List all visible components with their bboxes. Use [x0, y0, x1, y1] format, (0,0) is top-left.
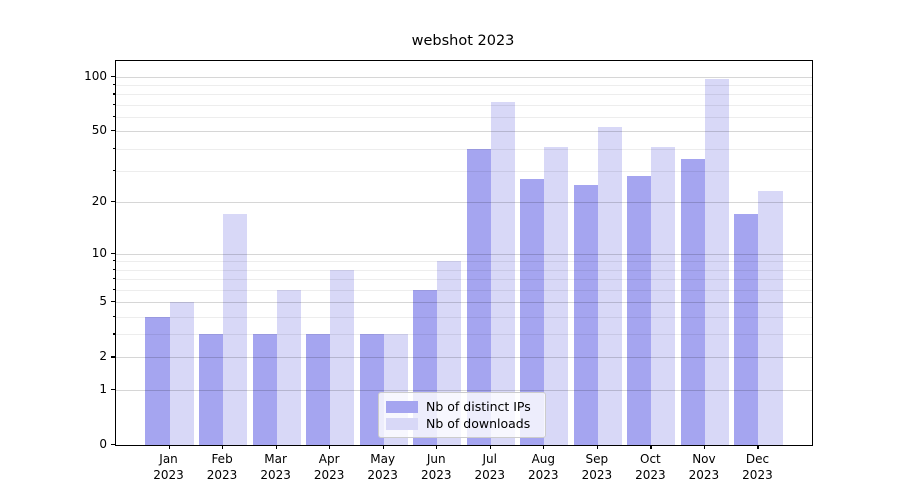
bar-downloads-feb: [223, 214, 248, 445]
bar-ips-apr: [306, 334, 331, 445]
minor-gridline-7: [116, 279, 812, 281]
legend-entry-ips: Nb of distinct IPs: [386, 398, 538, 415]
y-minortick-30: [112, 169, 115, 172]
minor-gridline-8: [116, 269, 812, 271]
major-gridline-1: [116, 389, 812, 391]
x-tick-oct: [650, 445, 652, 449]
x-tick-label-mar: Mar 2023: [260, 452, 291, 482]
chart-title: webshot 2023: [411, 33, 515, 49]
minor-gridline-3: [116, 334, 812, 336]
minor-gridline-70: [116, 104, 812, 106]
minor-gridline-40: [116, 148, 812, 150]
y-tick-label-1: 1: [99, 381, 107, 396]
y-tick-50: [111, 130, 115, 132]
minor-gridline-60: [116, 116, 812, 118]
x-tick-nov: [703, 445, 706, 449]
minor-gridline-90: [116, 85, 812, 87]
x-tick-label-nov: Nov 2023: [688, 452, 720, 482]
x-tick-jan: [168, 445, 170, 449]
y-tick-0: [111, 444, 115, 446]
major-gridline-50: [116, 131, 812, 133]
x-tick-label-apr: Apr 2023: [313, 452, 345, 482]
y-minortick-3: [112, 333, 115, 335]
major-gridline-10: [116, 253, 812, 255]
bar-downloads-apr: [330, 269, 355, 445]
y-tick-label-5: 5: [99, 294, 107, 309]
minor-gridline-30: [116, 170, 812, 172]
x-tick-may: [382, 445, 384, 449]
bar-downloads-sep: [597, 126, 622, 445]
y-minortick-7: [112, 278, 115, 280]
bar-downloads-jul: [490, 101, 515, 445]
y-minortick-40: [112, 147, 115, 149]
bar-ips-oct: [627, 176, 652, 445]
x-tick-apr: [329, 445, 331, 449]
legend-swatch-icon: [386, 417, 418, 430]
x-tick-label-aug: Aug 2023: [528, 452, 559, 482]
bar-ips-feb: [198, 334, 224, 445]
x-tick-label-dec: Dec 2023: [742, 452, 773, 482]
x-tick-feb: [222, 445, 224, 449]
y-tick-20: [111, 201, 115, 203]
minor-gridline-4: [116, 316, 812, 318]
y-minortick-6: [112, 288, 115, 290]
legend: Nb of distinct IPs Nb of downloads: [378, 392, 546, 438]
bar-downloads-oct: [651, 146, 676, 445]
bar-downloads-dec: [758, 191, 783, 445]
minor-gridline-9: [116, 261, 812, 263]
x-tick-label-jun: Jun 2023: [420, 452, 452, 482]
y-tick-label-50: 50: [91, 123, 107, 138]
y-tick-5: [111, 301, 115, 303]
y-tick-label-100: 100: [84, 68, 107, 83]
x-tick-label-jan: Jan 2023: [153, 452, 184, 482]
y-minortick-9: [112, 260, 115, 262]
x-tick-sep: [596, 445, 599, 449]
major-gridline-2: [116, 357, 812, 359]
x-tick-mar: [275, 445, 277, 449]
bar-ips-mar: [252, 334, 277, 445]
x-tick-aug: [543, 445, 545, 449]
minor-gridline-80: [116, 94, 812, 96]
x-tick-label-sep: Sep 2023: [581, 452, 613, 482]
legend-entry-downloads: Nb of downloads: [386, 415, 538, 432]
bar-ips-dec: [734, 214, 759, 445]
y-tick-label-2: 2: [99, 349, 107, 364]
y-tick-10: [111, 252, 115, 254]
minor-gridline-6: [116, 289, 812, 291]
x-tick-label-oct: Oct 2023: [635, 452, 666, 482]
x-tick-label-feb: Feb 2023: [206, 452, 238, 482]
major-gridline-5: [116, 302, 812, 304]
y-minortick-70: [112, 103, 115, 106]
legend-swatch-icon: [386, 400, 418, 413]
y-minortick-60: [112, 115, 115, 118]
bar-downloads-aug: [544, 146, 569, 445]
x-tick-label-jul: Jul 2023: [474, 452, 506, 482]
major-gridline-100: [116, 76, 812, 78]
y-minortick-80: [112, 93, 115, 95]
plot-area: [115, 60, 813, 446]
bar-downloads-jan: [169, 302, 194, 445]
y-tick-2: [111, 356, 115, 358]
x-tick-jul: [489, 445, 491, 449]
y-tick-100: [111, 75, 115, 77]
y-minortick-90: [112, 84, 115, 86]
bar-ips-jan: [145, 316, 170, 445]
bar-ips-nov: [680, 159, 705, 445]
y-tick-1: [111, 388, 115, 390]
bar-ips-sep: [573, 185, 598, 445]
bar-downloads-nov: [704, 79, 729, 445]
legend-label: Nb of downloads: [426, 416, 531, 431]
major-gridline-20: [116, 202, 812, 204]
x-tick-dec: [757, 445, 759, 449]
y-minortick-4: [112, 315, 115, 317]
y-minortick-8: [112, 268, 115, 270]
bar-downloads-mar: [276, 289, 301, 445]
legend-label: Nb of distinct IPs: [426, 399, 531, 414]
y-tick-label-10: 10: [91, 245, 107, 260]
y-tick-label-20: 20: [91, 194, 107, 209]
x-tick-label-may: May 2023: [367, 452, 398, 482]
x-tick-jun: [436, 445, 438, 449]
y-tick-label-0: 0: [99, 437, 107, 451]
